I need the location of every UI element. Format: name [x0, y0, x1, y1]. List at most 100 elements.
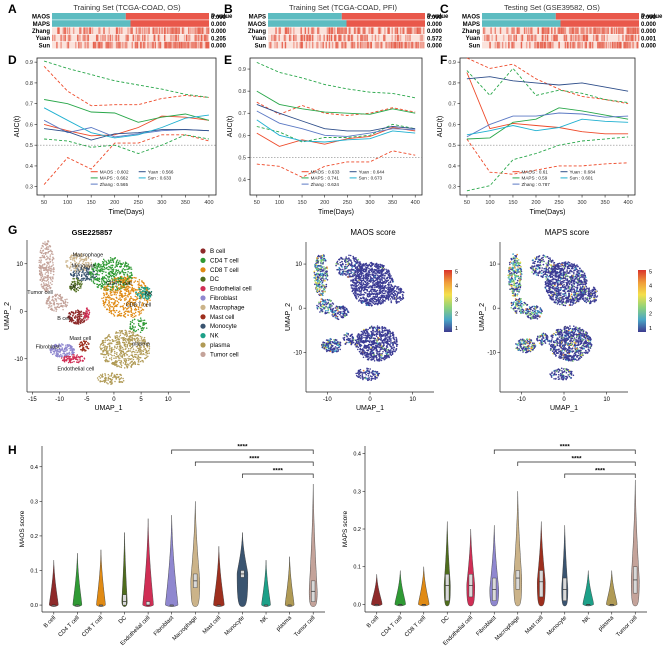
strip-tick — [595, 27, 597, 34]
strip-tick — [319, 34, 321, 42]
feature-point — [357, 284, 360, 286]
umap-point — [144, 288, 146, 291]
umap-point — [92, 268, 95, 270]
strip-tick — [60, 34, 62, 42]
strip-pvalue: 0.572 — [427, 36, 443, 42]
feature-point — [355, 275, 357, 278]
strip-tick — [306, 34, 309, 42]
ci-lower-line — [256, 123, 416, 143]
umap-point — [110, 275, 113, 278]
strip-tick — [198, 34, 200, 42]
feature-point — [366, 281, 369, 284]
umap-point — [109, 267, 111, 269]
strip-B-title: Training Set (TCGA-COAD, PFI) — [289, 3, 398, 12]
x-tick-label: 300 — [157, 200, 166, 206]
strip-tick — [489, 41, 491, 49]
umap-point — [130, 273, 133, 275]
strip-tick — [205, 34, 208, 42]
strip-block — [341, 13, 425, 20]
feature-point — [320, 298, 323, 300]
umap-point — [127, 348, 130, 350]
umap-point — [103, 289, 105, 291]
umap-point — [106, 287, 108, 290]
umap-point — [126, 310, 128, 312]
strip-tick — [604, 27, 606, 34]
umap-point — [41, 265, 44, 267]
umap-point — [109, 292, 112, 295]
umap-point — [55, 298, 57, 301]
umap-point — [131, 337, 133, 339]
strip-tick — [350, 41, 353, 49]
feature-point — [356, 267, 359, 269]
umap-point — [120, 312, 123, 315]
umap-point — [83, 254, 86, 257]
umap-point — [103, 346, 105, 349]
strip-tick — [116, 27, 119, 34]
umap-point — [85, 310, 88, 313]
strip-tick — [484, 34, 486, 42]
strip-tick — [152, 41, 154, 49]
umap-point — [120, 366, 123, 369]
strip-tick — [624, 41, 626, 49]
strip-tick — [175, 41, 177, 49]
strip-tick — [88, 27, 91, 34]
umap-point — [121, 356, 123, 359]
strip-tick — [414, 27, 416, 34]
umap-point — [81, 271, 84, 273]
umap-point — [111, 294, 113, 296]
umap-point — [124, 299, 126, 302]
feature-point — [316, 276, 319, 279]
strip-tick — [194, 34, 196, 42]
strip-tick — [577, 27, 579, 34]
umap-point — [124, 313, 126, 315]
umap-point — [132, 316, 134, 319]
umap-point — [47, 300, 50, 302]
feature-point — [358, 262, 361, 265]
umap-point — [120, 377, 123, 379]
feature-point — [313, 276, 316, 279]
legend-entry: Tumor cell — [210, 351, 239, 358]
strip-tick — [109, 41, 112, 49]
umap-point — [111, 301, 113, 304]
strip-tick — [170, 27, 172, 34]
strip-block — [130, 20, 209, 27]
umap-point — [73, 274, 76, 277]
umap-point — [48, 284, 51, 287]
strip-pvalue-header: P-value — [427, 14, 449, 20]
umap-point — [45, 290, 48, 293]
umap-point — [69, 353, 71, 355]
umap-point — [79, 359, 82, 362]
umap-point — [97, 379, 100, 381]
umap-point — [46, 255, 48, 258]
umap-point — [106, 266, 108, 269]
strip-tick — [72, 27, 75, 34]
strip-tick — [390, 41, 392, 49]
umap-point — [116, 355, 119, 358]
strip-tick — [107, 34, 109, 42]
umap-point — [109, 298, 111, 300]
strip-tick — [195, 34, 197, 42]
strip-tick — [603, 34, 605, 42]
strip-tick — [84, 34, 86, 42]
umap-point — [132, 326, 135, 328]
umap-point — [130, 297, 133, 300]
umap-point — [58, 298, 60, 300]
strip-tick — [165, 27, 167, 34]
umap-point — [122, 353, 124, 356]
umap-point — [96, 271, 99, 273]
umap-point — [143, 319, 146, 322]
umap-point — [114, 300, 116, 302]
umap-point — [123, 311, 126, 314]
umap-point — [45, 284, 47, 287]
strip-tick — [178, 41, 181, 49]
strip-tick — [388, 27, 390, 34]
strip-tick — [603, 27, 605, 34]
strip-tick — [379, 27, 382, 34]
feature-point — [325, 309, 327, 312]
umap-point — [103, 266, 106, 269]
feature-point — [314, 265, 316, 267]
umap-point — [145, 354, 147, 356]
umap-point — [78, 343, 81, 345]
strip-tick — [367, 41, 369, 49]
strip-tick — [284, 41, 287, 49]
